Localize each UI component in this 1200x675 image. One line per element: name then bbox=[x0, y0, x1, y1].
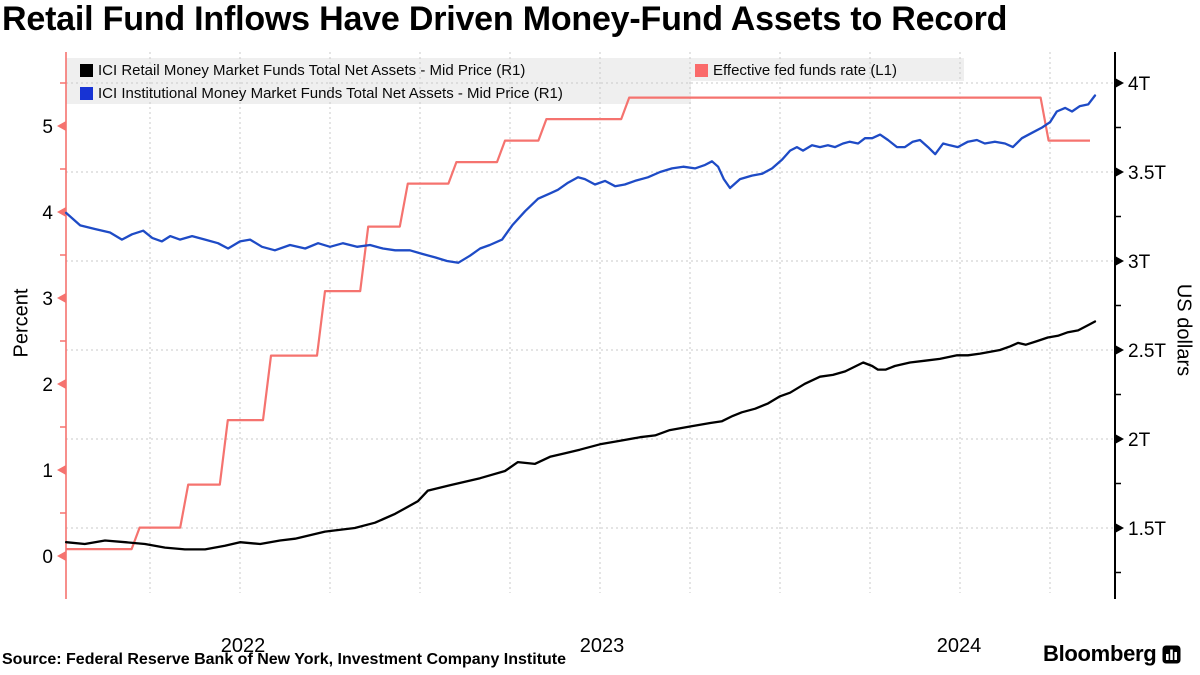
right-tick-arrow-icon bbox=[1115, 345, 1124, 355]
right-tick-arrow-icon bbox=[1115, 78, 1124, 88]
legend-label-institutional: ICI Institutional Money Market Funds Tot… bbox=[98, 84, 563, 102]
series-retail bbox=[64, 320, 1097, 551]
source-attribution: Source: Federal Reserve Bank of New York… bbox=[2, 651, 567, 668]
right-tick-arrow-icon bbox=[1115, 167, 1124, 177]
bloomberg-logo: Bloomberg bbox=[1043, 641, 1181, 667]
left-axis-title: Percent bbox=[10, 288, 33, 358]
x-axis-year-label: 2022 bbox=[221, 635, 266, 657]
right-axis-tick-label: 2.5T bbox=[1128, 341, 1166, 362]
legend-item-retail[interactable]: ICI Retail Money Market Funds Total Net … bbox=[80, 59, 525, 81]
x-axis-year-label: 2024 bbox=[937, 635, 982, 657]
bloomberg-wordmark: Bloomberg bbox=[1043, 641, 1157, 666]
legend-label-fedfunds: Effective fed funds rate (L1) bbox=[713, 61, 897, 79]
legend-label-retail: ICI Retail Money Market Funds Total Net … bbox=[98, 61, 526, 79]
legend-item-fedfunds[interactable]: Effective fed funds rate (L1) bbox=[695, 59, 897, 81]
retail-series-swatch-icon bbox=[80, 63, 93, 77]
left-tick-arrow-icon bbox=[57, 207, 66, 217]
legend-background-row1 bbox=[66, 58, 964, 81]
left-tick-arrow-icon bbox=[57, 465, 66, 475]
left-axis-tick-label: 4 bbox=[42, 203, 53, 224]
bloomberg-terminal-icon bbox=[1162, 645, 1181, 663]
series-fedfunds bbox=[66, 96, 1090, 551]
right-tick-arrow-icon bbox=[1115, 256, 1124, 266]
left-axis-tick-label: 1 bbox=[42, 461, 53, 482]
right-tick-arrow-icon bbox=[1115, 434, 1124, 444]
left-tick-arrow-icon bbox=[57, 121, 66, 131]
right-axis-title: US dollars bbox=[1172, 283, 1195, 377]
right-axis-tick-label: 1.5T bbox=[1128, 519, 1166, 540]
right-tick-arrow-icon bbox=[1115, 523, 1124, 533]
left-axis-tick-label: 3 bbox=[42, 289, 53, 310]
left-axis-tick-label: 5 bbox=[42, 117, 53, 138]
right-axis-tick-label: 4T bbox=[1128, 74, 1151, 95]
series-institutional bbox=[64, 94, 1097, 264]
x-axis-year-label: 2023 bbox=[580, 635, 625, 657]
right-axis-tick-label: 3.5T bbox=[1128, 163, 1166, 184]
legend-item-institutional[interactable]: ICI Institutional Money Market Funds Tot… bbox=[80, 82, 563, 104]
chart-title: Retail Fund Inflows Have Driven Money-Fu… bbox=[2, 0, 1008, 38]
right-axis-tick-label: 2T bbox=[1128, 430, 1151, 451]
left-axis-tick-label: 0 bbox=[42, 547, 53, 568]
left-tick-arrow-icon bbox=[57, 379, 66, 389]
left-tick-arrow-icon bbox=[57, 293, 66, 303]
left-tick-arrow-icon bbox=[57, 551, 66, 561]
legend-background-row2 bbox=[66, 81, 691, 104]
institutional-series-swatch-icon bbox=[80, 86, 93, 100]
left-axis-tick-label: 2 bbox=[42, 375, 53, 396]
right-axis-tick-label: 3T bbox=[1128, 252, 1151, 273]
fedfunds-series-swatch-icon bbox=[695, 63, 708, 77]
